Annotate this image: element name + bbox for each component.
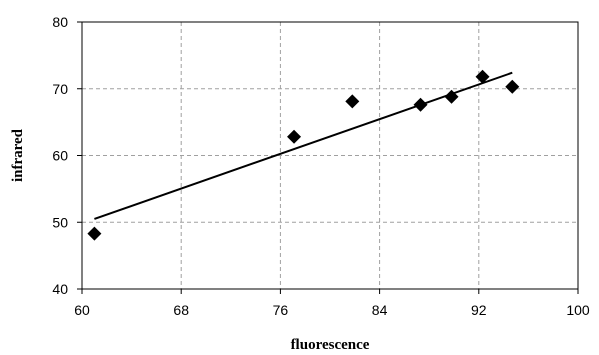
data-point	[444, 89, 459, 104]
data-point	[87, 226, 102, 241]
data-point	[345, 94, 360, 109]
y-tick-label: 80	[52, 14, 68, 30]
y-tick-label: 60	[52, 148, 68, 164]
trendline	[94, 71, 513, 220]
x-tick-label: 76	[273, 302, 289, 318]
x-tick-label: 84	[372, 302, 388, 318]
data-point	[413, 97, 428, 112]
x-tick-label: 60	[74, 302, 90, 318]
y-axis-tick-labels: 40 50 60 70 80	[52, 14, 68, 297]
x-tick-label: 68	[173, 302, 189, 318]
y-tick-label: 50	[52, 214, 68, 230]
x-tick-label: 100	[566, 302, 590, 318]
grid-lines	[82, 22, 578, 289]
data-point	[287, 129, 302, 144]
x-axis-title: fluorescence	[291, 337, 370, 353]
axis-ticks	[77, 21, 579, 294]
y-tick-label: 40	[52, 281, 68, 297]
data-points	[87, 69, 520, 241]
data-point	[475, 69, 490, 84]
y-axis-title: infrared	[10, 128, 26, 182]
trendline-group	[94, 71, 513, 220]
x-axis-tick-labels: 60 68 76 84 92 100	[74, 302, 590, 318]
x-tick-label: 92	[471, 302, 487, 318]
y-tick-label: 70	[52, 81, 68, 97]
data-point	[505, 79, 520, 94]
